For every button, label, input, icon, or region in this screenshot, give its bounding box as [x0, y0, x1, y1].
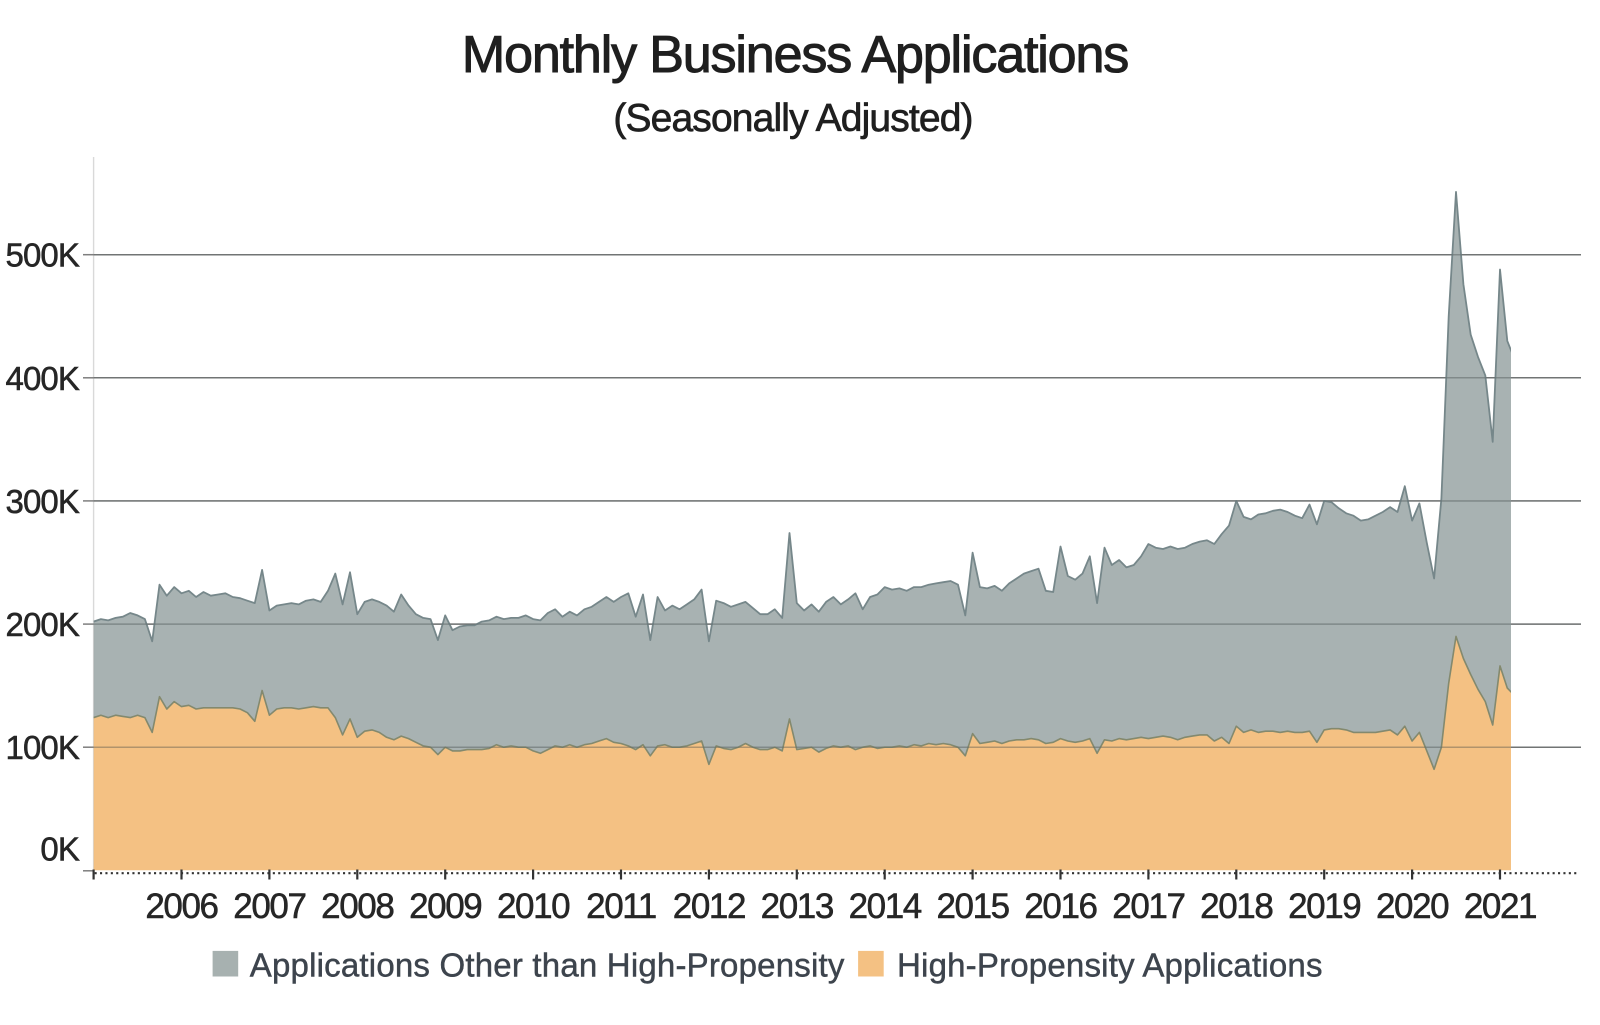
svg-text:2007: 2007 [233, 887, 305, 926]
svg-text:2015: 2015 [936, 887, 1008, 926]
svg-text:2012: 2012 [673, 887, 745, 926]
svg-text:500K: 500K [6, 237, 80, 274]
svg-text:0K: 0K [40, 831, 79, 868]
svg-text:2013: 2013 [761, 887, 833, 926]
svg-text:2006: 2006 [145, 887, 217, 926]
svg-text:2010: 2010 [497, 887, 570, 926]
svg-text:2018: 2018 [1200, 887, 1272, 926]
svg-text:2014: 2014 [849, 887, 922, 926]
svg-text:200K: 200K [6, 606, 80, 643]
svg-text:100K: 100K [6, 729, 80, 766]
svg-text:2008: 2008 [321, 887, 393, 926]
svg-text:Monthly Business Applications: Monthly Business Applications [462, 26, 1128, 84]
svg-text:2021: 2021 [1464, 887, 1536, 926]
svg-text:2017: 2017 [1112, 887, 1184, 926]
svg-text:2009: 2009 [409, 887, 481, 926]
svg-text:300K: 300K [6, 483, 80, 520]
svg-text:2020: 2020 [1376, 887, 1449, 926]
svg-text:High-Propensity Applications: High-Propensity Applications [897, 947, 1323, 984]
svg-text:Applications Other than High-P: Applications Other than High-Propensity [250, 947, 845, 984]
svg-text:(Seasonally Adjusted): (Seasonally Adjusted) [613, 97, 972, 140]
svg-text:2011: 2011 [586, 887, 656, 926]
svg-text:400K: 400K [6, 360, 80, 397]
svg-text:2016: 2016 [1024, 887, 1096, 926]
svg-text:2019: 2019 [1288, 887, 1360, 926]
